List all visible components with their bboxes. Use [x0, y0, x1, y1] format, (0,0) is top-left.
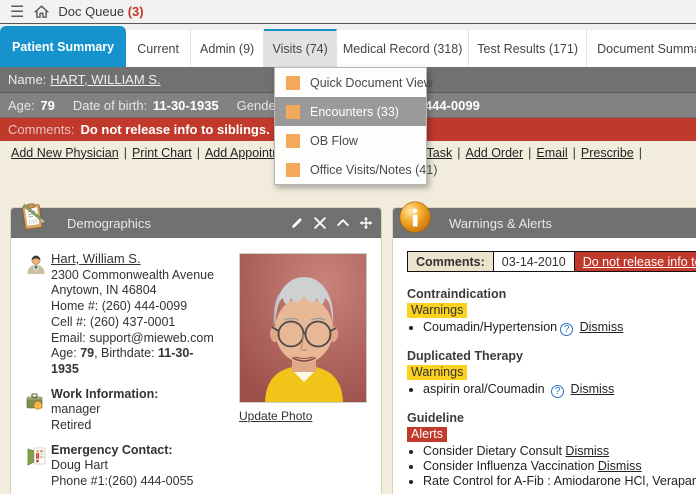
svg-text:!: !	[37, 453, 38, 458]
